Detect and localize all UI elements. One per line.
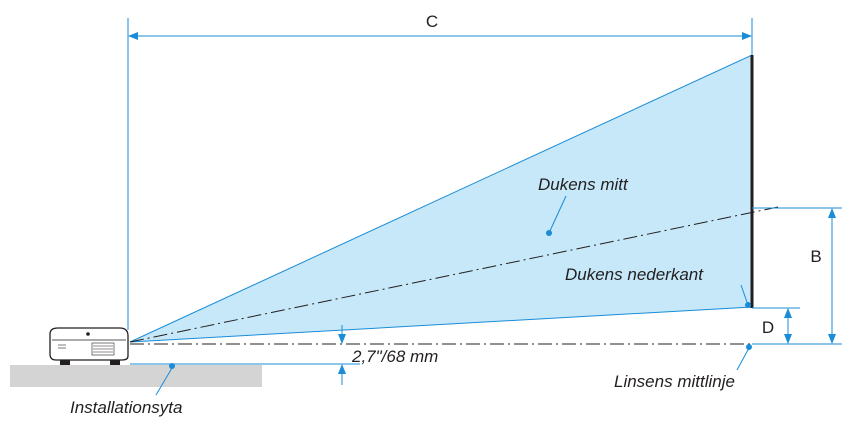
installation-surface bbox=[10, 365, 262, 387]
lens-centerline-dot bbox=[746, 344, 752, 350]
installation-surface-dot bbox=[169, 363, 175, 369]
screen-center-label: Dukens mitt bbox=[538, 175, 629, 194]
screen-bottom-leader bbox=[740, 284, 749, 306]
screen-center-leader bbox=[548, 195, 567, 234]
lens-centerline-leader bbox=[736, 347, 750, 371]
screen-center-dot bbox=[546, 230, 552, 236]
screen-center-axis bbox=[129, 206, 779, 343]
lens-offset-label: 2,7"/68 mm bbox=[351, 347, 438, 366]
projector-icon bbox=[49, 327, 129, 365]
projection-beam bbox=[129, 54, 753, 343]
dimension-b-label: B bbox=[810, 247, 821, 266]
lens-centerline-label: Linsens mittlinje bbox=[614, 372, 735, 391]
screen-bottom-dot bbox=[745, 302, 751, 308]
dimension-c-label: C bbox=[426, 12, 438, 31]
installation-surface-leader bbox=[155, 367, 173, 396]
dimension-d-label: D bbox=[762, 318, 774, 337]
screen-bottom-label: Dukens nederkant bbox=[565, 265, 704, 284]
installation-surface-label: Installationsyta bbox=[70, 398, 182, 417]
